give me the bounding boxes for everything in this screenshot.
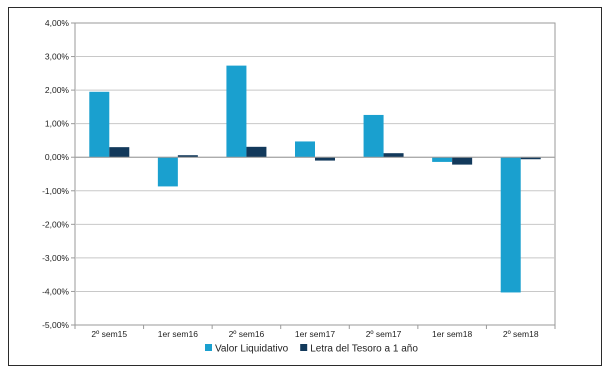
bar-letra-tesoro	[246, 146, 267, 158]
legend-label: Letra del Tesoro a 1 año	[310, 344, 418, 355]
x-tick-label: 2º sem16	[229, 329, 265, 339]
bar-valor-liquidativo	[157, 157, 178, 187]
x-tick-label: 2º sem15	[91, 329, 127, 339]
y-tick-label: -1,00%	[42, 186, 69, 196]
bar-letra-tesoro	[315, 157, 335, 161]
bar-letra-tesoro	[109, 147, 130, 158]
plot-area	[74, 22, 556, 326]
y-tick-label: 2,00%	[45, 85, 70, 95]
y-tick-label: -3,00%	[42, 253, 69, 263]
y-tick-label: 3,00%	[45, 52, 70, 62]
y-tick-label: 0,00%	[45, 152, 70, 162]
bar-letra-tesoro	[177, 155, 198, 158]
y-tick-label: -4,00%	[42, 286, 69, 296]
x-tick-label: 1er sem18	[432, 329, 472, 339]
legend-swatch	[205, 344, 212, 351]
y-tick-label: 4,00%	[45, 18, 70, 28]
bar-valor-liquidativo	[89, 91, 110, 158]
y-tick-label: -5,00%	[42, 320, 69, 330]
legend-label: Valor Liquidativo	[215, 344, 289, 355]
x-tick-label: 1er sem16	[158, 329, 198, 339]
bar-letra-tesoro	[452, 157, 473, 165]
bar-letra-tesoro	[520, 157, 541, 160]
y-tick-label: 1,00%	[45, 119, 70, 129]
bar-valor-liquidativo	[363, 114, 384, 158]
bar-valor-liquidativo	[295, 141, 315, 158]
x-tick-label: 2º sem18	[503, 329, 539, 339]
bar-valor-liquidativo	[500, 157, 521, 293]
x-tick-label: 2º sem17	[366, 329, 402, 339]
x-tick-label: 1er sem17	[295, 329, 335, 339]
y-tick-label: -2,00%	[42, 219, 69, 229]
bar-valor-liquidativo	[226, 65, 247, 158]
bar-valor-liquidativo	[432, 157, 453, 162]
legend-swatch	[300, 344, 308, 351]
bar-letra-tesoro	[383, 153, 404, 158]
